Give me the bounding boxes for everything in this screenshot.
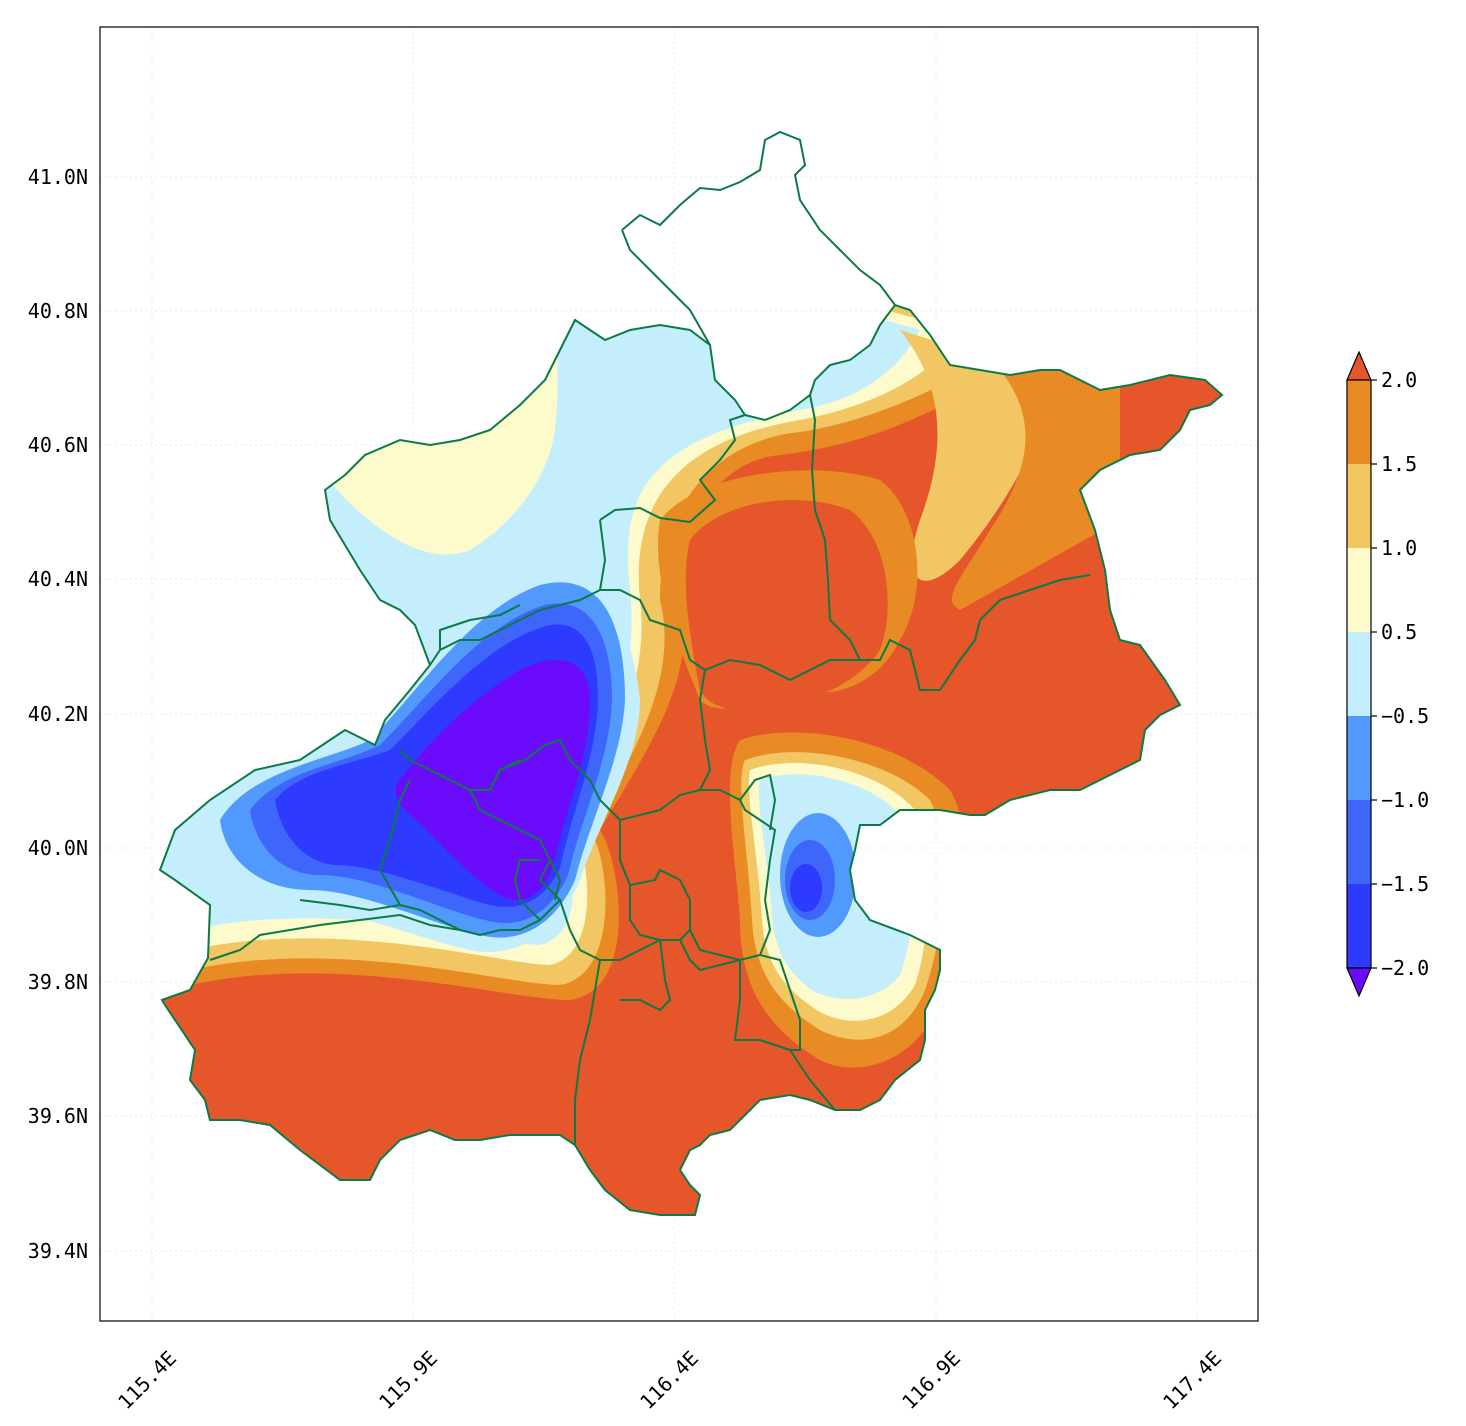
x-tick-label: 117.4E — [1158, 1346, 1226, 1414]
x-tick-label: 116.4E — [635, 1346, 703, 1414]
x-tick-label: 115.4E — [113, 1346, 181, 1414]
colorbar-seg-1-5-2-0 — [1347, 380, 1371, 464]
colorbar-seg-m2-0-m1-5 — [1347, 884, 1371, 968]
colorbar-tick-label: 2.0 — [1381, 368, 1417, 392]
y-tick-label: 40.0N — [28, 836, 88, 860]
colorbar-seg-m1-5-m1-0 — [1347, 800, 1371, 884]
colorbar-seg-m1-0-m0-5 — [1347, 716, 1371, 800]
x-tick-label: 116.9E — [897, 1346, 965, 1414]
x-tick-label: 115.9E — [374, 1346, 442, 1414]
district-7 — [513, 859, 541, 921]
colorbar: 2.0 1.5 1.0 0.5 −0.5 −1.0 −1.5 −2.0 — [1346, 350, 1429, 998]
colorbar-tick-label: −2.0 — [1381, 956, 1429, 980]
district-9 — [559, 899, 661, 1145]
north-appendix — [621, 130, 896, 346]
map-frame — [99, 26, 1259, 1322]
colorbar-seg-m0-5-0-5 — [1347, 632, 1371, 716]
y-tick-label: 41.0N — [28, 165, 88, 189]
district-12 — [209, 779, 461, 961]
fill-west-under — [395, 660, 590, 901]
y-tick-label: 40.4N — [28, 567, 88, 591]
colorbar-over-arrow — [1346, 350, 1372, 381]
y-tick-label: 39.8N — [28, 970, 88, 994]
fill-center-red — [685, 500, 888, 710]
x-axis: 115.4E 115.9E 116.4E 116.9E 117.4E — [113, 1346, 1226, 1414]
outer-boundary — [158, 303, 1224, 1216]
district-2 — [809, 394, 1091, 691]
colorbar-seg-1-0-1-5 — [1347, 464, 1371, 548]
colorbar-under-arrow — [1346, 967, 1372, 998]
y-axis: 41.0N 40.8N 40.6N 40.4N 40.2N 40.0N 39.8N 39.6N… — [28, 165, 88, 1263]
colorbar-tick-label: −0.5 — [1381, 704, 1429, 728]
y-tick-label: 40.6N — [28, 433, 88, 457]
district-5 — [429, 589, 601, 666]
fill-over-2 — [160, 305, 1222, 1215]
colorbar-seg-0-5-1-0 — [1347, 548, 1371, 632]
y-tick-label: 40.2N — [28, 702, 88, 726]
colorbar-tick-label: 1.0 — [1381, 536, 1417, 560]
colorbar-outline — [1346, 379, 1372, 969]
y-tick-label: 39.4N — [28, 1239, 88, 1263]
colorbar-tick-label: 0.5 — [1381, 620, 1417, 644]
colorbar-tick-label: −1.0 — [1381, 788, 1429, 812]
district-1 — [599, 414, 746, 524]
district-3 — [598, 519, 860, 682]
district-4 — [399, 669, 712, 822]
y-tick-label: 39.6N — [28, 1104, 88, 1128]
district-10 — [620, 939, 836, 1111]
district-14 — [439, 604, 521, 791]
fill-east-orange — [951, 370, 1120, 610]
admin-boundaries — [158, 130, 1224, 1216]
fill-north-blue — [742, 305, 802, 366]
fill-se-blue3 — [790, 864, 822, 912]
district-11 — [739, 773, 801, 1051]
colorbar-tick-label: −1.5 — [1381, 872, 1429, 896]
colorbar-tick-label: 1.5 — [1381, 452, 1417, 476]
district-13 — [549, 859, 562, 901]
contour-fill — [160, 305, 1222, 1215]
y-tick-label: 40.8N — [28, 299, 88, 323]
